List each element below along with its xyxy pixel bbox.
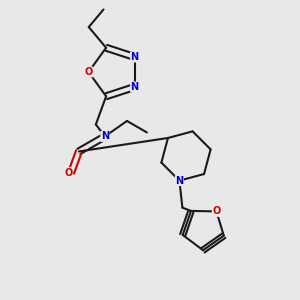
Text: O: O: [84, 67, 93, 77]
Text: N: N: [130, 52, 139, 62]
Text: N: N: [130, 82, 139, 92]
Text: O: O: [212, 206, 220, 216]
Text: N: N: [101, 131, 109, 141]
Text: O: O: [64, 168, 72, 178]
Text: N: N: [175, 176, 184, 186]
